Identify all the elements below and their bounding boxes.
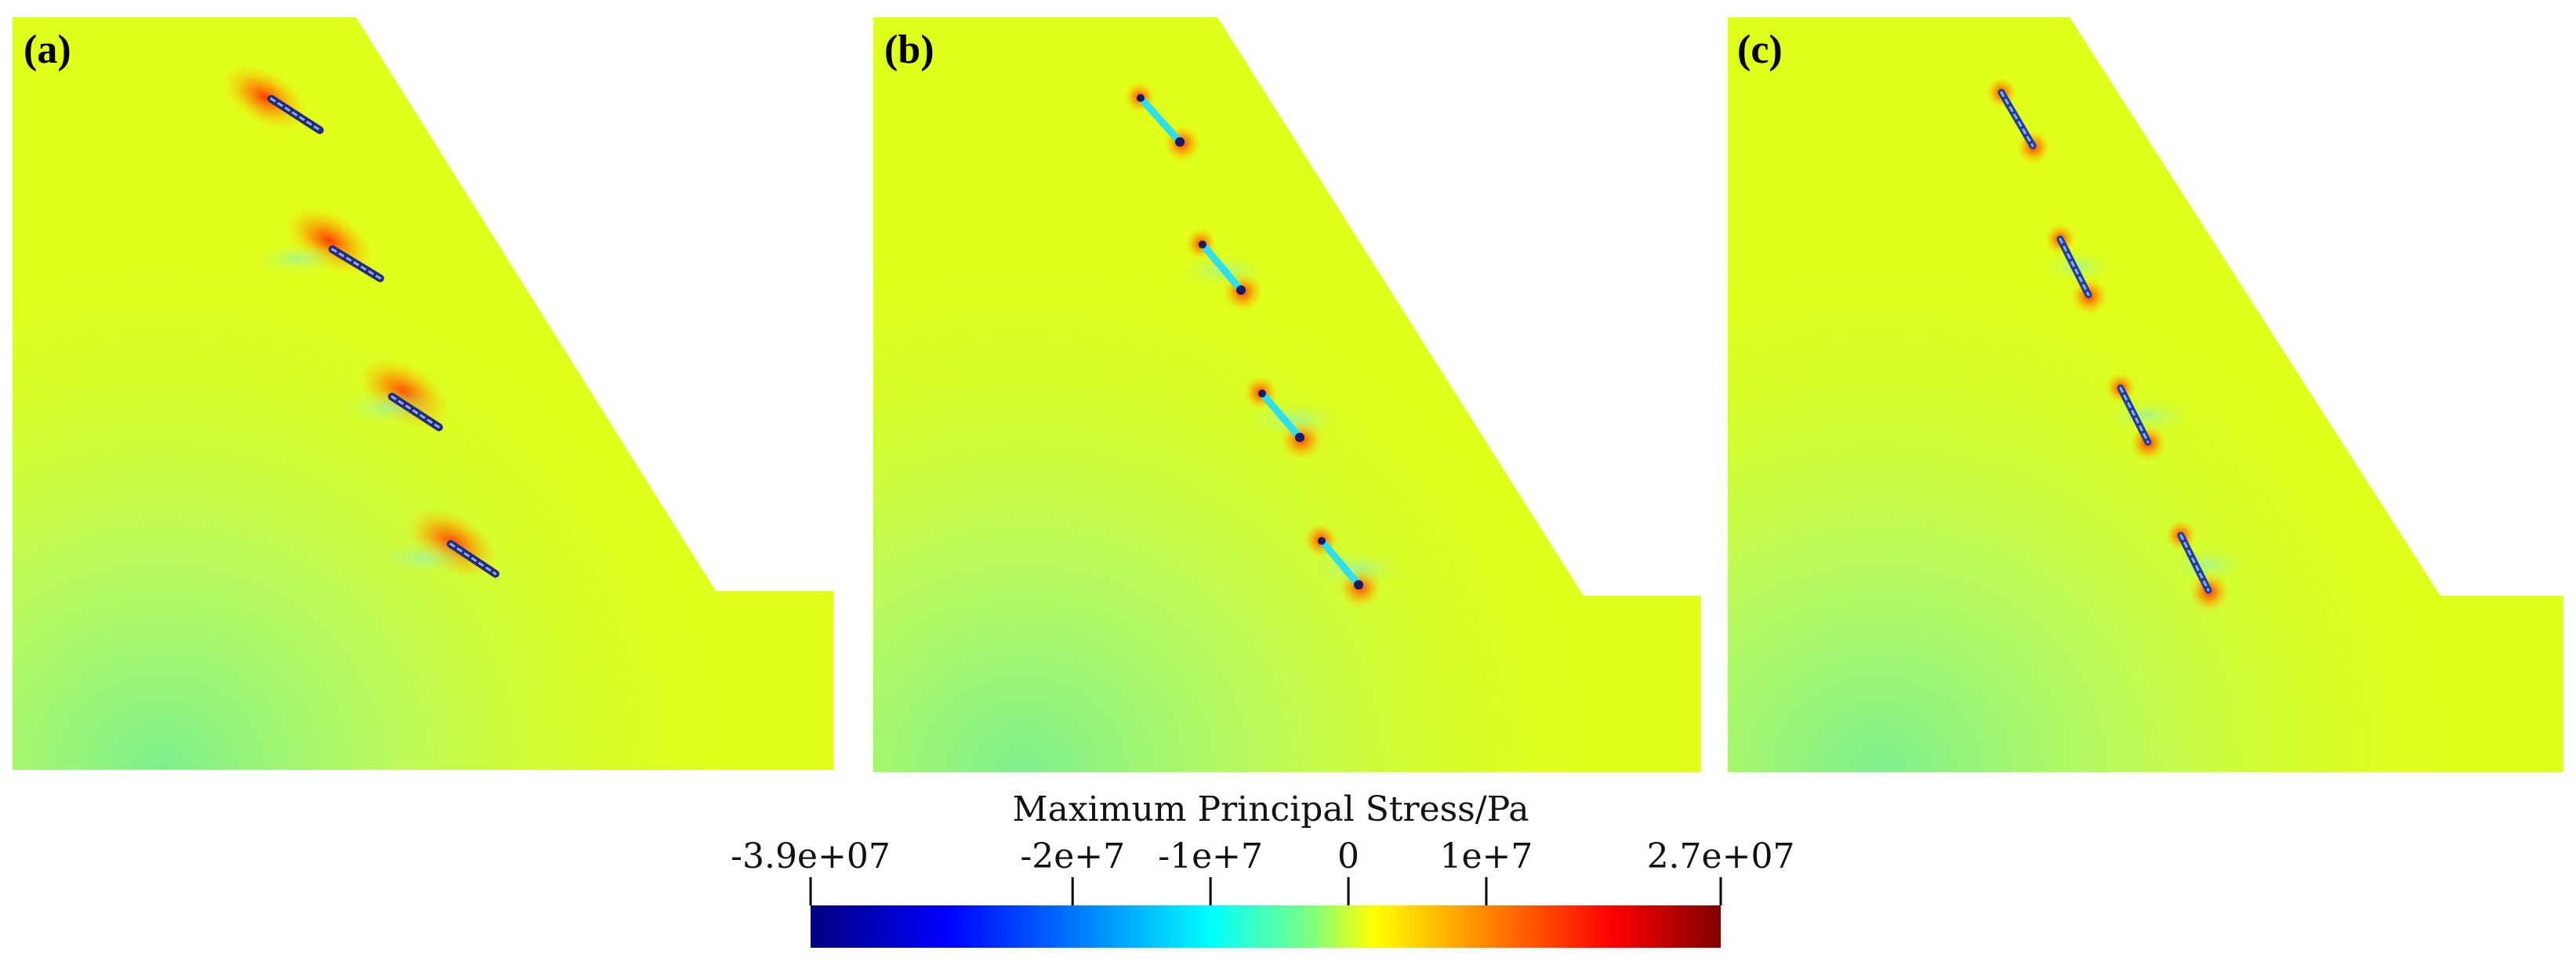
colorbar-tick-label: 0 xyxy=(1337,836,1359,876)
cracks-a xyxy=(267,95,499,578)
colorbar-tick-label: 2.7e+07 xyxy=(1647,836,1795,876)
colorbar-tick-label: -1e+7 xyxy=(1158,836,1263,876)
panel-label-b: (b) xyxy=(884,27,934,72)
panel-b: (b) xyxy=(873,17,1701,772)
cracks-b xyxy=(1137,94,1362,589)
colorbar-title: Maximum Principal Stress/Pa xyxy=(1013,789,1529,829)
panel-label-a: (a) xyxy=(24,27,71,72)
colorbar: Maximum Principal Stress/Pa -3.9e+07 -2e+… xyxy=(731,789,1794,948)
colorbar-tick-label: 1e+7 xyxy=(1440,836,1533,876)
panel-c: (c) xyxy=(1728,17,2563,772)
panel-label-c: (c) xyxy=(1737,27,1783,72)
colorbar-tick-label: -3.9e+07 xyxy=(731,836,891,876)
colorbar-tick-label: -2e+7 xyxy=(1020,836,1125,876)
colorbar-ticks: -3.9e+07 -2e+7 -1e+7 0 1e+7 2.7e+07 xyxy=(731,836,1794,905)
cracks-c xyxy=(1997,89,2212,594)
crack-tips-b xyxy=(1137,94,1363,590)
colorbar-gradient xyxy=(811,905,1721,948)
panel-a: (a) xyxy=(13,17,833,770)
